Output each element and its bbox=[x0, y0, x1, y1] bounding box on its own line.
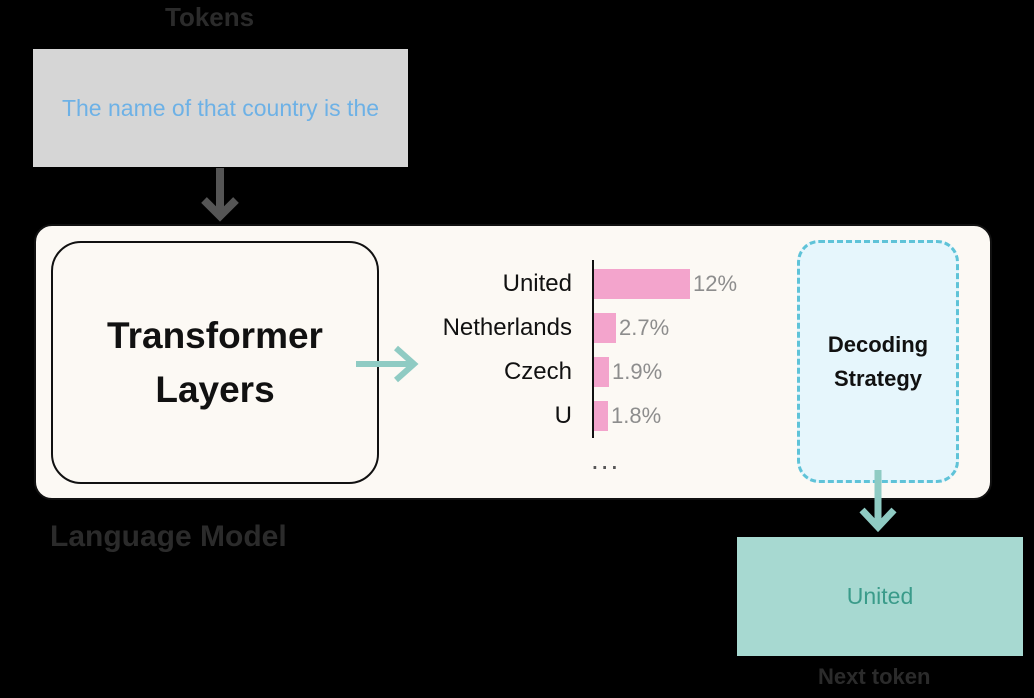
decoding-label-line1: Decoding bbox=[827, 331, 929, 357]
transformer-label-line2: Layers bbox=[155, 368, 275, 410]
output-text: United bbox=[846, 583, 914, 609]
more-tokens-indicator: ... bbox=[591, 444, 621, 475]
input-text: The name of that country is the bbox=[61, 94, 380, 121]
transformer-layers-box: Transformer Layers bbox=[51, 241, 379, 484]
down-arrow-icon bbox=[859, 470, 897, 533]
model-caption: Language Model bbox=[50, 520, 287, 553]
output-token-box: United bbox=[737, 537, 1023, 656]
transformer-layers-label: Transformer Layers bbox=[65, 309, 365, 417]
right-arrow-icon bbox=[356, 345, 419, 383]
input-tokens-box: The name of that country is the bbox=[33, 49, 408, 167]
decoding-label-line2: Strategy bbox=[833, 365, 923, 391]
down-arrow-icon bbox=[201, 168, 239, 222]
transformer-label-line1: Transformer bbox=[107, 314, 323, 356]
decoding-strategy-box: Decoding Strategy bbox=[797, 240, 959, 483]
input-caption: Tokens bbox=[165, 2, 255, 32]
output-caption: Next token bbox=[818, 664, 931, 689]
decoding-strategy-label: Decoding Strategy bbox=[828, 328, 928, 396]
chart-axis bbox=[592, 260, 594, 438]
